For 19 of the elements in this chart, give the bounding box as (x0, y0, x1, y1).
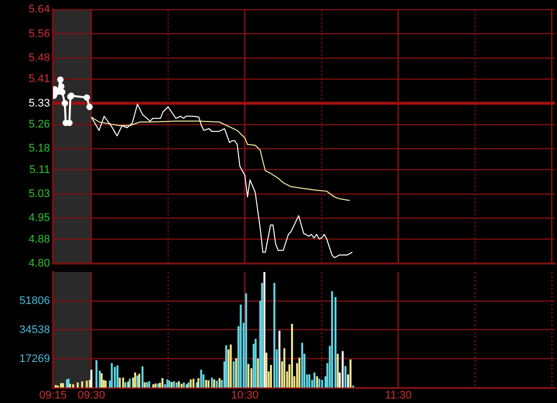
x-tick-label: 11:30 (385, 389, 412, 402)
y-tick-label: 5.64 (28, 4, 50, 16)
y-tick-label: 5.26 (28, 118, 50, 130)
y-tick-label: 5.56 (28, 28, 50, 40)
y-tick-label: 5.41 (28, 73, 50, 86)
y-tick-label: 5.18 (28, 142, 50, 155)
y-tick-label: 5.11 (29, 164, 50, 176)
y-tick-label: 34538 (19, 324, 50, 336)
y-tick-label: 5.48 (28, 52, 50, 64)
x-tick-label: 10:30 (231, 389, 259, 402)
y-tick-label: 51806 (19, 294, 50, 307)
y-tick-label: 4.80 (28, 257, 50, 270)
x-tick-label: 09:15 (39, 389, 67, 402)
y-tick-label: 5.03 (28, 188, 50, 200)
y-tick-label: 4.88 (28, 233, 50, 246)
x-tick-label: 09:30 (78, 389, 106, 402)
y-tick-label: 4.95 (28, 212, 50, 224)
y-tick-label: 5.33 (28, 97, 50, 110)
y-tick-label: 17269 (19, 352, 50, 365)
